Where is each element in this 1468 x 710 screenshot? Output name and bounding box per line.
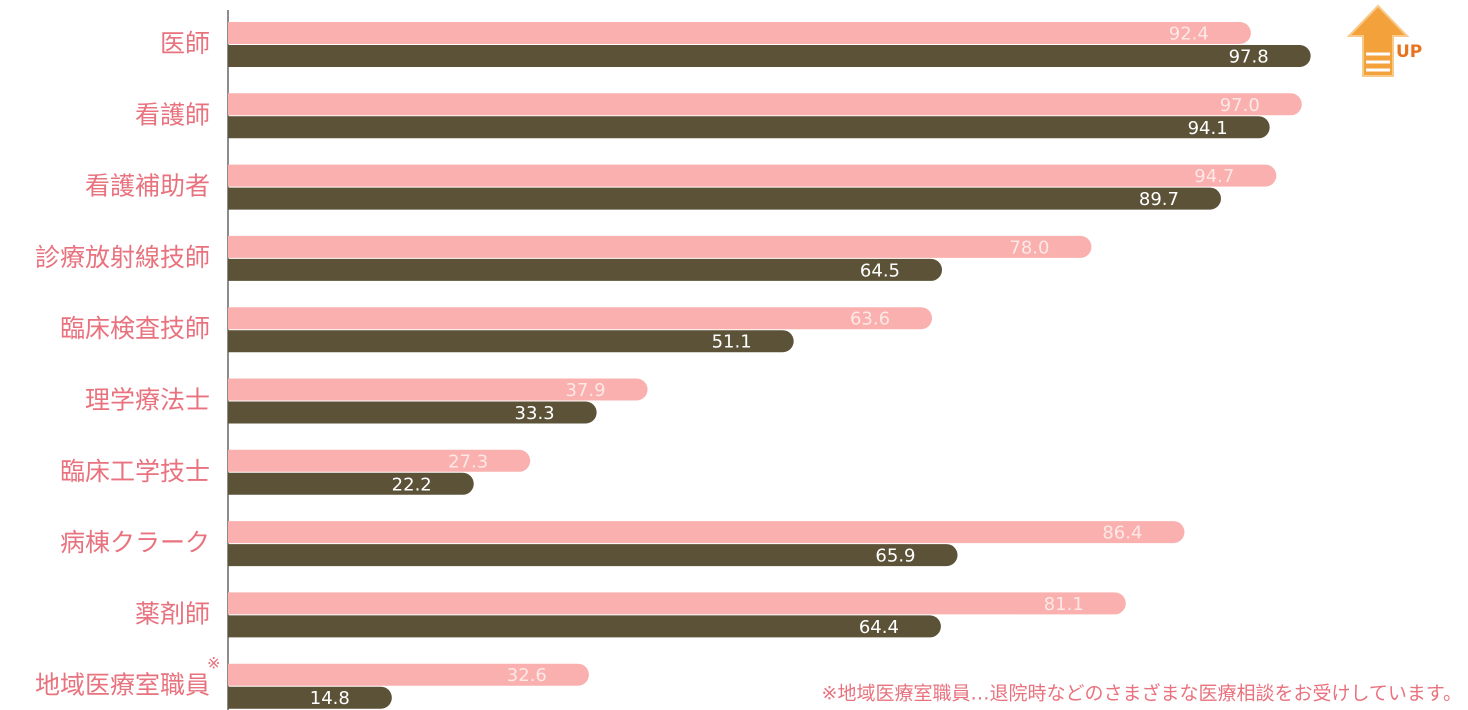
value-label: 63.6 — [850, 309, 890, 330]
footnote: ※地域医療室職員…退院時などのさまざまな医療相談をお受けしています。 — [822, 682, 1462, 705]
category-label: 理学療法士 — [85, 386, 210, 415]
bar — [228, 93, 1302, 115]
value-label: 32.6 — [507, 665, 547, 686]
value-label: 22.2 — [392, 474, 432, 495]
bar — [228, 116, 1270, 138]
category-label: 診療放射線技師 — [35, 243, 210, 272]
up-badge: UP — [1349, 6, 1422, 76]
value-label: 94.1 — [1188, 118, 1228, 139]
value-label: 65.9 — [875, 546, 915, 567]
category-label: 臨床検査技師 — [60, 314, 210, 343]
value-label: 33.3 — [515, 403, 555, 424]
value-label: 81.1 — [1044, 594, 1084, 615]
bar — [228, 165, 1276, 187]
value-label: 89.7 — [1139, 189, 1179, 210]
bar — [228, 544, 958, 566]
bar — [228, 236, 1091, 258]
category-label: 薬剤師 — [135, 599, 210, 628]
value-label: 78.0 — [1009, 237, 1049, 258]
category-label: 医師 — [160, 29, 210, 58]
bar — [228, 592, 1126, 614]
value-label: 64.5 — [860, 260, 900, 281]
bar — [228, 307, 932, 329]
value-label: 86.4 — [1102, 523, 1142, 544]
bar — [228, 615, 941, 637]
bar — [228, 330, 794, 352]
category-label: 看護師 — [135, 100, 210, 129]
value-label: 27.3 — [448, 451, 488, 472]
bar — [228, 521, 1184, 543]
bar — [228, 473, 474, 495]
up-arrow — [1349, 6, 1407, 76]
footnote-marker: ※ — [207, 654, 220, 673]
badge-text: UP — [1396, 42, 1422, 62]
chart: UP ※ ※地域医療室職員…退院時などのさまざまな医療相談をお受けしています。 … — [0, 0, 1468, 710]
value-label: 37.9 — [565, 380, 605, 401]
bar — [228, 188, 1221, 210]
value-label: 94.7 — [1194, 166, 1234, 187]
bar — [228, 22, 1251, 44]
value-label: 92.4 — [1169, 24, 1209, 45]
value-label: 51.1 — [712, 332, 752, 353]
value-label: 97.0 — [1220, 95, 1260, 116]
category-label: 地域医療室職員 — [35, 671, 210, 700]
value-label: 14.8 — [310, 688, 350, 709]
category-label: 病棟クラーク — [60, 528, 210, 557]
value-label: 97.8 — [1229, 47, 1269, 68]
value-label: 64.4 — [859, 617, 899, 638]
bar — [228, 45, 1311, 67]
category-label: 臨床工学技士 — [60, 457, 210, 486]
bar — [228, 259, 942, 281]
category-label: 看護補助者 — [85, 172, 210, 201]
